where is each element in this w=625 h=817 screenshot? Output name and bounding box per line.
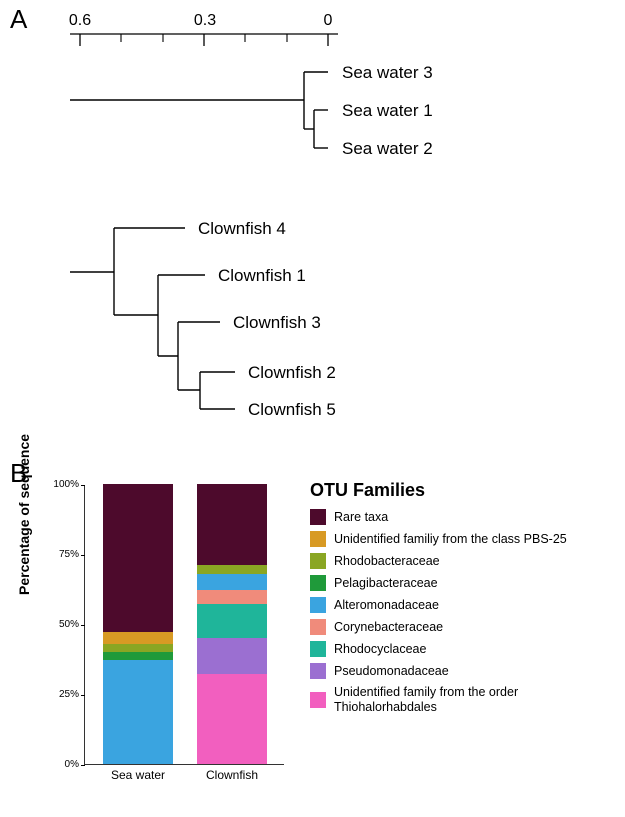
legend: OTU Families Rare taxa Unidentified famil… — [310, 480, 620, 721]
legend-row: Pelagibacteraceae — [310, 575, 620, 591]
legend-label: Rhodobacteraceae — [334, 554, 440, 569]
ytick-mark — [81, 695, 85, 696]
tip-label: Sea water 1 — [342, 101, 433, 121]
panel-a-label: A — [10, 4, 27, 35]
legend-label: Unidentified family from the order Thioh… — [334, 685, 620, 715]
bar-segment-pseudo — [197, 638, 267, 674]
tip-label: Sea water 2 — [342, 139, 433, 159]
bar-segment-altero — [197, 574, 267, 591]
tip-label: Clownfish 4 — [198, 219, 286, 239]
legend-row: Alteromonadaceae — [310, 597, 620, 613]
bar-segment-rare — [197, 484, 267, 565]
ytick-label: 50% — [49, 619, 79, 630]
legend-swatch — [310, 619, 326, 635]
plot-frame: 0%25%50%75%100% Sea water Clownfish — [84, 485, 284, 765]
bar-segment-thio — [197, 674, 267, 764]
scale-tick-2: 0 — [308, 12, 348, 30]
bar-segment-coryne — [197, 590, 267, 604]
legend-row: Unidentified family from the order Thioh… — [310, 685, 620, 715]
tip-label: Clownfish 2 — [248, 363, 336, 383]
legend-swatch — [310, 641, 326, 657]
bar-segment-rhodobac — [197, 565, 267, 573]
ytick-mark — [81, 625, 85, 626]
legend-label: Rhodocyclaceae — [334, 642, 426, 657]
figure-container: A 0.6 0.3 0 — [0, 0, 625, 817]
bar-segment-rare — [103, 484, 173, 632]
scale-tick-0: 0.6 — [60, 12, 100, 30]
bar-segment-rhodobac — [103, 644, 173, 652]
legend-swatch — [310, 692, 326, 708]
legend-row: Rhodobacteraceae — [310, 553, 620, 569]
legend-row: Rhodocyclaceae — [310, 641, 620, 657]
x-cat-1: Clownfish — [192, 768, 272, 782]
bar-segment-pbs25 — [103, 632, 173, 643]
tip-label: Clownfish 5 — [248, 400, 336, 420]
ytick-label: 25% — [49, 689, 79, 700]
legend-label: Pelagibacteraceae — [334, 576, 438, 591]
legend-swatch — [310, 509, 326, 525]
ytick-mark — [81, 555, 85, 556]
bar-clownfish — [197, 484, 267, 764]
dendrogram-panel: 0.6 0.3 0 — [70, 12, 510, 442]
y-axis-label: Percentage of sequence — [16, 434, 32, 595]
legend-rows: Rare taxa Unidentified familiy from the c… — [310, 509, 620, 715]
x-cat-0: Sea water — [98, 768, 178, 782]
barplot-panel: Percentage of sequence 0%25%50%75%100% S… — [40, 475, 290, 800]
legend-swatch — [310, 531, 326, 547]
legend-swatch — [310, 597, 326, 613]
tip-label: Clownfish 1 — [218, 266, 306, 286]
legend-swatch — [310, 663, 326, 679]
ytick-mark — [81, 765, 85, 766]
legend-swatch — [310, 553, 326, 569]
bar-segment-rhodocy — [197, 604, 267, 638]
legend-label: Rare taxa — [334, 510, 388, 525]
tip-label: Clownfish 3 — [233, 313, 321, 333]
legend-label: Pseudomonadaceae — [334, 664, 449, 679]
legend-row: Pseudomonadaceae — [310, 663, 620, 679]
bar-segment-altero — [103, 660, 173, 764]
legend-label: Alteromonadaceae — [334, 598, 439, 613]
legend-row: Unidentified familiy from the class PBS-… — [310, 531, 620, 547]
legend-row: Rare taxa — [310, 509, 620, 525]
bar-sea-water — [103, 484, 173, 764]
legend-label: Unidentified familiy from the class PBS-… — [334, 532, 567, 547]
ytick-mark — [81, 485, 85, 486]
scale-tick-1: 0.3 — [185, 12, 225, 30]
legend-title: OTU Families — [310, 480, 620, 501]
legend-label: Corynebacteraceae — [334, 620, 443, 635]
legend-swatch — [310, 575, 326, 591]
ytick-label: 100% — [49, 479, 79, 490]
tip-label: Sea water 3 — [342, 63, 433, 83]
legend-row: Corynebacteraceae — [310, 619, 620, 635]
bar-segment-pelagi — [103, 652, 173, 660]
ytick-label: 0% — [49, 759, 79, 770]
ytick-label: 75% — [49, 549, 79, 560]
